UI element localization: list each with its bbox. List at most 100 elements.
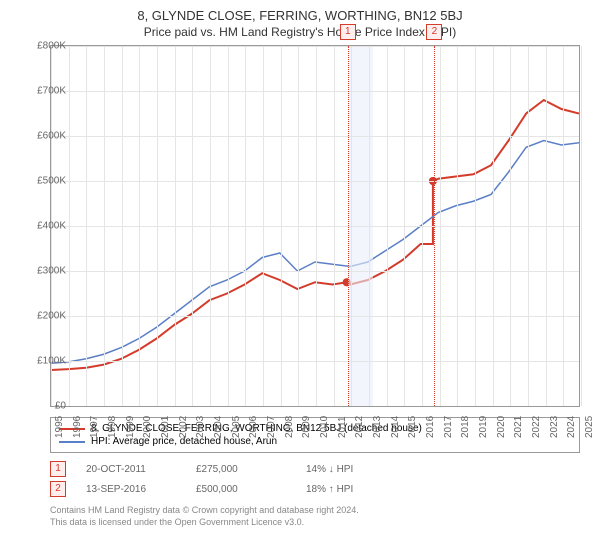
transaction-price: £275,000 [196, 464, 286, 475]
x-axis-label: 2018 [460, 416, 471, 438]
x-axis-label: 2019 [478, 416, 489, 438]
gridline-vertical [581, 46, 582, 406]
transaction-row: 2 13-SEP-2016 £500,000 18% ↑ HPI [50, 479, 580, 499]
x-axis-label: 2004 [213, 416, 224, 438]
gridline-horizontal [51, 181, 579, 182]
gridline-vertical [510, 46, 511, 406]
y-axis-label: £100K [21, 356, 66, 367]
gridline-horizontal [51, 271, 579, 272]
x-axis-label: 2000 [142, 416, 153, 438]
series-line-hpi [51, 141, 579, 364]
event-line [434, 46, 435, 406]
transaction-row: 1 20-OCT-2011 £275,000 14% ↓ HPI [50, 459, 580, 479]
y-axis-label: £600K [21, 131, 66, 142]
gridline-vertical [546, 46, 547, 406]
x-axis-label: 1996 [72, 416, 83, 438]
x-axis-label: 1997 [89, 416, 100, 438]
y-axis-label: £500K [21, 176, 66, 187]
gridline-vertical [387, 46, 388, 406]
gridline-horizontal [51, 91, 579, 92]
x-axis-label: 2014 [390, 416, 401, 438]
gridline-vertical [86, 46, 87, 406]
gridline-vertical [298, 46, 299, 406]
x-axis-label: 2007 [266, 416, 277, 438]
x-axis-label: 2016 [425, 416, 436, 438]
transaction-delta: 14% ↓ HPI [306, 464, 396, 475]
chart-plot-area: 12 [50, 45, 580, 407]
gridline-vertical [139, 46, 140, 406]
gridline-horizontal [51, 136, 579, 137]
gridline-vertical [404, 46, 405, 406]
x-axis-label: 2008 [284, 416, 295, 438]
x-axis-label: 2012 [354, 416, 365, 438]
x-axis-label: 2005 [231, 416, 242, 438]
gridline-vertical [245, 46, 246, 406]
gridline-vertical [69, 46, 70, 406]
legend-swatch [59, 441, 85, 443]
x-axis-label: 2011 [337, 416, 348, 438]
gridline-vertical [334, 46, 335, 406]
gridline-vertical [316, 46, 317, 406]
gridline-vertical [475, 46, 476, 406]
gridline-vertical [528, 46, 529, 406]
transactions-table: 1 20-OCT-2011 £275,000 14% ↓ HPI 2 13-SEP-201… [50, 459, 580, 499]
credit-line1: Contains HM Land Registry data © Crown c… [50, 505, 580, 517]
y-axis-label: £700K [21, 86, 66, 97]
credit-line2: This data is licensed under the Open Gov… [50, 517, 580, 529]
gridline-vertical [175, 46, 176, 406]
x-axis-label: 2021 [513, 416, 524, 438]
chart-subtitle: Price paid vs. HM Land Registry's House … [0, 23, 600, 45]
transaction-marker: 1 [50, 461, 66, 477]
transaction-price: £500,000 [196, 484, 286, 495]
x-axis-label: 1999 [125, 416, 136, 438]
x-axis-label: 2009 [301, 416, 312, 438]
gridline-vertical [192, 46, 193, 406]
x-axis-label: 2020 [496, 416, 507, 438]
x-axis-label: 2022 [531, 416, 542, 438]
x-axis-label: 2003 [195, 416, 206, 438]
y-axis-label: £0 [21, 401, 66, 412]
y-axis-label: £400K [21, 221, 66, 232]
gridline-vertical [457, 46, 458, 406]
x-axis-label: 1995 [54, 416, 65, 438]
x-axis-label: 2015 [407, 416, 418, 438]
series-line-price_paid [51, 100, 579, 370]
y-axis-label: £300K [21, 266, 66, 277]
x-axis-label: 2001 [160, 416, 171, 438]
gridline-horizontal [51, 226, 579, 227]
gridline-vertical [263, 46, 264, 406]
x-axis-label: 2017 [443, 416, 454, 438]
transaction-marker: 2 [50, 481, 66, 497]
gridline-horizontal [51, 316, 579, 317]
x-axis-label: 2024 [566, 416, 577, 438]
gridline-vertical [210, 46, 211, 406]
x-axis-label: 2013 [372, 416, 383, 438]
event-marker: 2 [426, 24, 442, 40]
x-axis-label: 2010 [319, 416, 330, 438]
gridline-horizontal [51, 361, 579, 362]
transaction-date: 13-SEP-2016 [86, 484, 176, 495]
event-marker: 1 [340, 24, 356, 40]
x-axis-label: 2025 [584, 416, 595, 438]
gridline-vertical [563, 46, 564, 406]
y-axis-label: £200K [21, 311, 66, 322]
gridline-vertical [493, 46, 494, 406]
x-axis-label: 2023 [549, 416, 560, 438]
event-line [348, 46, 349, 406]
gridline-vertical [422, 46, 423, 406]
gridline-vertical [228, 46, 229, 406]
x-axis-label: 1998 [107, 416, 118, 438]
gridline-vertical [351, 46, 352, 406]
gridline-vertical [122, 46, 123, 406]
gridline-vertical [281, 46, 282, 406]
x-axis-label: 2002 [178, 416, 189, 438]
gridline-vertical [440, 46, 441, 406]
transaction-delta: 18% ↑ HPI [306, 484, 396, 495]
chart-title: 8, GLYNDE CLOSE, FERRING, WORTHING, BN12… [0, 0, 600, 23]
x-axis-label: 2006 [248, 416, 259, 438]
credit-text: Contains HM Land Registry data © Crown c… [50, 505, 580, 528]
gridline-vertical [369, 46, 370, 406]
gridline-vertical [104, 46, 105, 406]
transaction-date: 20-OCT-2011 [86, 464, 176, 475]
gridline-horizontal [51, 46, 579, 47]
